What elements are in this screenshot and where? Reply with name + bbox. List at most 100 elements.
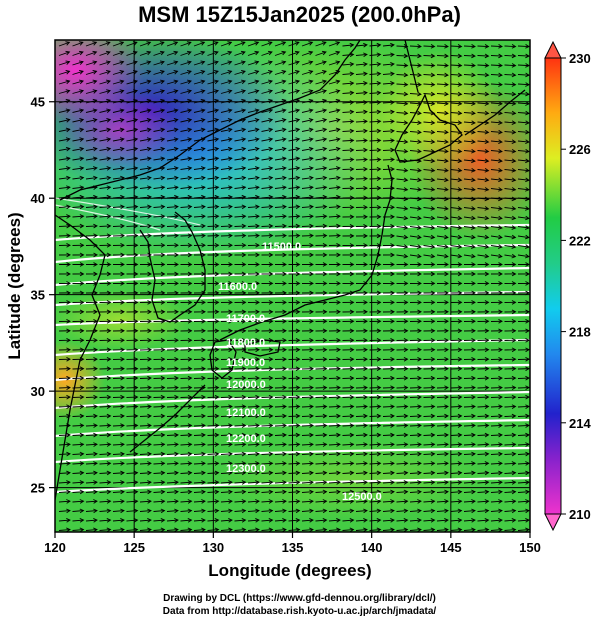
wind-arrow bbox=[126, 366, 139, 372]
wind-arrow bbox=[423, 53, 436, 59]
wind-arrow bbox=[193, 223, 206, 229]
wind-arrow bbox=[328, 271, 341, 277]
wind-arrow bbox=[247, 480, 260, 485]
wind-arrow bbox=[504, 44, 517, 49]
wind-arrow bbox=[247, 79, 260, 85]
wind-arrow bbox=[369, 128, 382, 134]
wind-arrow bbox=[328, 480, 341, 485]
wind-arrow bbox=[436, 319, 449, 324]
wind-arrow bbox=[450, 196, 463, 202]
wind-arrow bbox=[436, 423, 449, 428]
wind-arrow bbox=[450, 148, 463, 154]
wind-arrow bbox=[166, 281, 179, 286]
wind-arrow bbox=[423, 139, 436, 145]
wind-arrow bbox=[99, 366, 112, 372]
wind-arrow bbox=[328, 127, 341, 133]
wind-arrow bbox=[58, 252, 71, 258]
wind-arrow bbox=[423, 82, 436, 87]
wind-arrow bbox=[220, 404, 233, 409]
wind-arrow bbox=[274, 127, 287, 133]
colorbar-tick-label: 230 bbox=[569, 51, 591, 66]
wind-arrow bbox=[423, 413, 436, 419]
wind-arrow bbox=[409, 187, 422, 192]
wind-arrow bbox=[166, 204, 179, 210]
wind-arrow bbox=[153, 223, 166, 229]
wind-arrow bbox=[85, 127, 98, 133]
wind-arrow bbox=[247, 319, 260, 324]
wind-arrow bbox=[261, 508, 274, 514]
wind-arrow bbox=[382, 375, 395, 381]
wind-arrow bbox=[450, 82, 463, 87]
wind-arrow bbox=[72, 508, 85, 514]
wind-arrow bbox=[517, 187, 530, 192]
wind-arrow bbox=[423, 129, 436, 135]
wind-arrow bbox=[504, 290, 517, 296]
wind-arrow bbox=[85, 146, 98, 152]
wind-arrow bbox=[85, 366, 98, 372]
wind-arrow bbox=[450, 120, 463, 125]
wind-arrow bbox=[234, 404, 247, 409]
wind-arrow bbox=[288, 127, 301, 133]
wind-arrow bbox=[382, 157, 395, 162]
wind-arrow bbox=[220, 347, 233, 353]
wind-arrow bbox=[409, 328, 422, 334]
wind-arrow bbox=[220, 60, 233, 66]
wind-arrow bbox=[355, 375, 368, 381]
wind-arrow bbox=[58, 366, 71, 372]
wind-arrow bbox=[504, 366, 517, 372]
wind-arrow bbox=[504, 110, 517, 116]
wind-arrow bbox=[463, 300, 476, 305]
wind-arrow bbox=[409, 225, 422, 230]
wind-arrow bbox=[423, 244, 436, 249]
wind-arrow bbox=[463, 139, 476, 145]
wind-arrow bbox=[220, 527, 233, 532]
wind-arrow bbox=[207, 508, 220, 514]
wind-arrow bbox=[382, 109, 395, 115]
wind-arrow bbox=[247, 413, 260, 419]
wind-arrow bbox=[288, 60, 300, 66]
wind-arrow bbox=[450, 385, 463, 390]
wind-arrow bbox=[274, 79, 287, 85]
wind-arrow bbox=[315, 204, 328, 210]
wind-arrow bbox=[166, 328, 179, 334]
wind-arrow bbox=[342, 480, 355, 485]
wind-arrow bbox=[85, 233, 98, 239]
coastline-honshu bbox=[219, 164, 393, 341]
wind-arrow bbox=[409, 309, 422, 315]
wind-arrow bbox=[315, 375, 328, 381]
wind-arrow bbox=[315, 223, 328, 229]
wind-arrow bbox=[112, 70, 125, 75]
wind-arrow bbox=[382, 356, 395, 362]
wind-arrow bbox=[180, 271, 193, 277]
coastline-hokkaido bbox=[394, 93, 463, 163]
wind-arrow bbox=[436, 139, 449, 145]
wind-arrow bbox=[85, 214, 98, 219]
wind-arrow bbox=[207, 319, 220, 324]
wind-arrow bbox=[382, 508, 395, 514]
y-tick-label: 30 bbox=[31, 384, 45, 399]
wind-arrow bbox=[247, 385, 260, 390]
wind-arrow bbox=[396, 168, 409, 173]
wind-arrow bbox=[396, 499, 409, 504]
wind-arrow bbox=[139, 518, 152, 523]
wind-arrow bbox=[490, 139, 503, 145]
wind-arrow bbox=[396, 271, 409, 277]
wind-arrow bbox=[504, 319, 517, 324]
wind-arrow bbox=[504, 518, 517, 523]
wind-arrow bbox=[490, 423, 503, 428]
wind-arrow bbox=[126, 185, 139, 190]
wind-arrow bbox=[112, 281, 125, 286]
wind-arrow bbox=[207, 423, 220, 428]
wind-arrow bbox=[261, 309, 274, 315]
wind-arrow bbox=[463, 196, 476, 202]
wind-arrow bbox=[369, 385, 382, 390]
wind-arrow bbox=[396, 394, 409, 400]
wind-arrow bbox=[477, 139, 490, 145]
wind-arrow bbox=[423, 290, 436, 296]
wind-arrow bbox=[288, 290, 301, 296]
wind-arrow bbox=[126, 489, 139, 495]
wind-arrow bbox=[153, 499, 166, 504]
wind-arrow bbox=[463, 518, 476, 523]
wind-arrow bbox=[288, 328, 301, 334]
